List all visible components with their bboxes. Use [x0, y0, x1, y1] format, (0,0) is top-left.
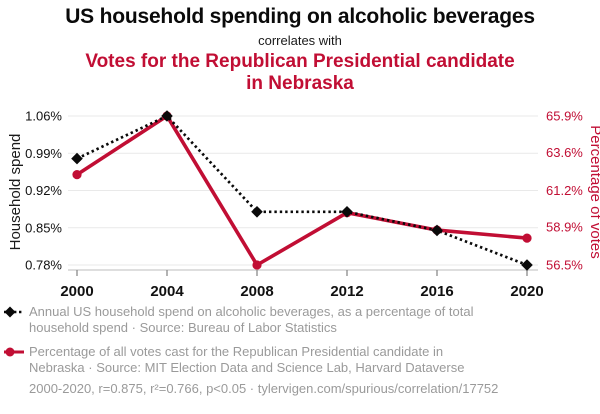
- secondary-title: Votes for the Republican Presidential ca…: [85, 51, 515, 94]
- black-dotted-series-icon: [4, 306, 24, 318]
- data-point-circle: [522, 233, 532, 243]
- right-axis-tick-label: 56.5%: [546, 258, 583, 273]
- page-title: US household spending on alcoholic bever…: [65, 5, 535, 28]
- household-spend-line: [76, 114, 528, 267]
- left-axis-tick-label: 0.78%: [25, 258, 62, 273]
- legend-item-household-spend: Annual US household spend on alcoholic b…: [3, 304, 578, 336]
- legend-label-republican-votes: Percentage of all votes cast for the Rep…: [29, 344, 465, 375]
- data-point-circle: [252, 260, 262, 270]
- right-axis-tick-label: 65.9%: [546, 109, 583, 124]
- right-axis-tick-label: 61.2%: [546, 183, 583, 198]
- chart-svg: 2000 2004 2008 2012 2016 2020 1.06% 0.99% 0.92% 0…: [7, 109, 600, 301]
- left-axis-tick-label: 0.92%: [25, 183, 62, 198]
- red-solid-series-icon: [4, 347, 24, 357]
- x-axis-label: 2000: [60, 283, 93, 300]
- left-axis-tick-label: 0.99%: [25, 146, 62, 161]
- data-point-diamond: [71, 152, 83, 165]
- legend: Annual US household spend on alcoholic b…: [3, 304, 578, 384]
- x-axis-label: 2016: [420, 283, 453, 300]
- x-axis-label: 2004: [150, 283, 184, 300]
- left-axis-title: Household spend: [7, 134, 24, 251]
- data-point-diamond: [431, 224, 443, 237]
- x-axis-label: 2008: [240, 283, 273, 300]
- right-axis-tick-label: 58.9%: [546, 220, 583, 235]
- x-axis-label: 2020: [510, 283, 543, 300]
- data-point-diamond: [161, 110, 173, 122]
- correlates-with-label: correlates with: [258, 33, 342, 48]
- right-axis-tick-label: 63.6%: [546, 145, 583, 160]
- legend-item-republican-votes: Percentage of all votes cast for the Rep…: [3, 344, 578, 376]
- republican-votes-line: [75, 114, 529, 267]
- left-axis-tick-label: 0.85%: [25, 220, 62, 235]
- data-point-diamond: [521, 259, 533, 271]
- left-axis-tick-label: 1.06%: [25, 109, 62, 124]
- x-axis-label: 2012: [330, 283, 363, 300]
- line-chart: 2000 2004 2008 2012 2016 2020 1.06% 0.99% 0.92% 0…: [0, 100, 600, 305]
- data-point-diamond: [251, 206, 263, 218]
- legend-label-household-spend: Annual US household spend on alcoholic b…: [29, 304, 474, 335]
- data-point-circle: [72, 170, 82, 180]
- right-axis-title: Percentage of votes: [587, 125, 600, 258]
- stats-line: 2000-2020, r=0.875, r²=0.766, p<0.05 · t…: [29, 381, 499, 396]
